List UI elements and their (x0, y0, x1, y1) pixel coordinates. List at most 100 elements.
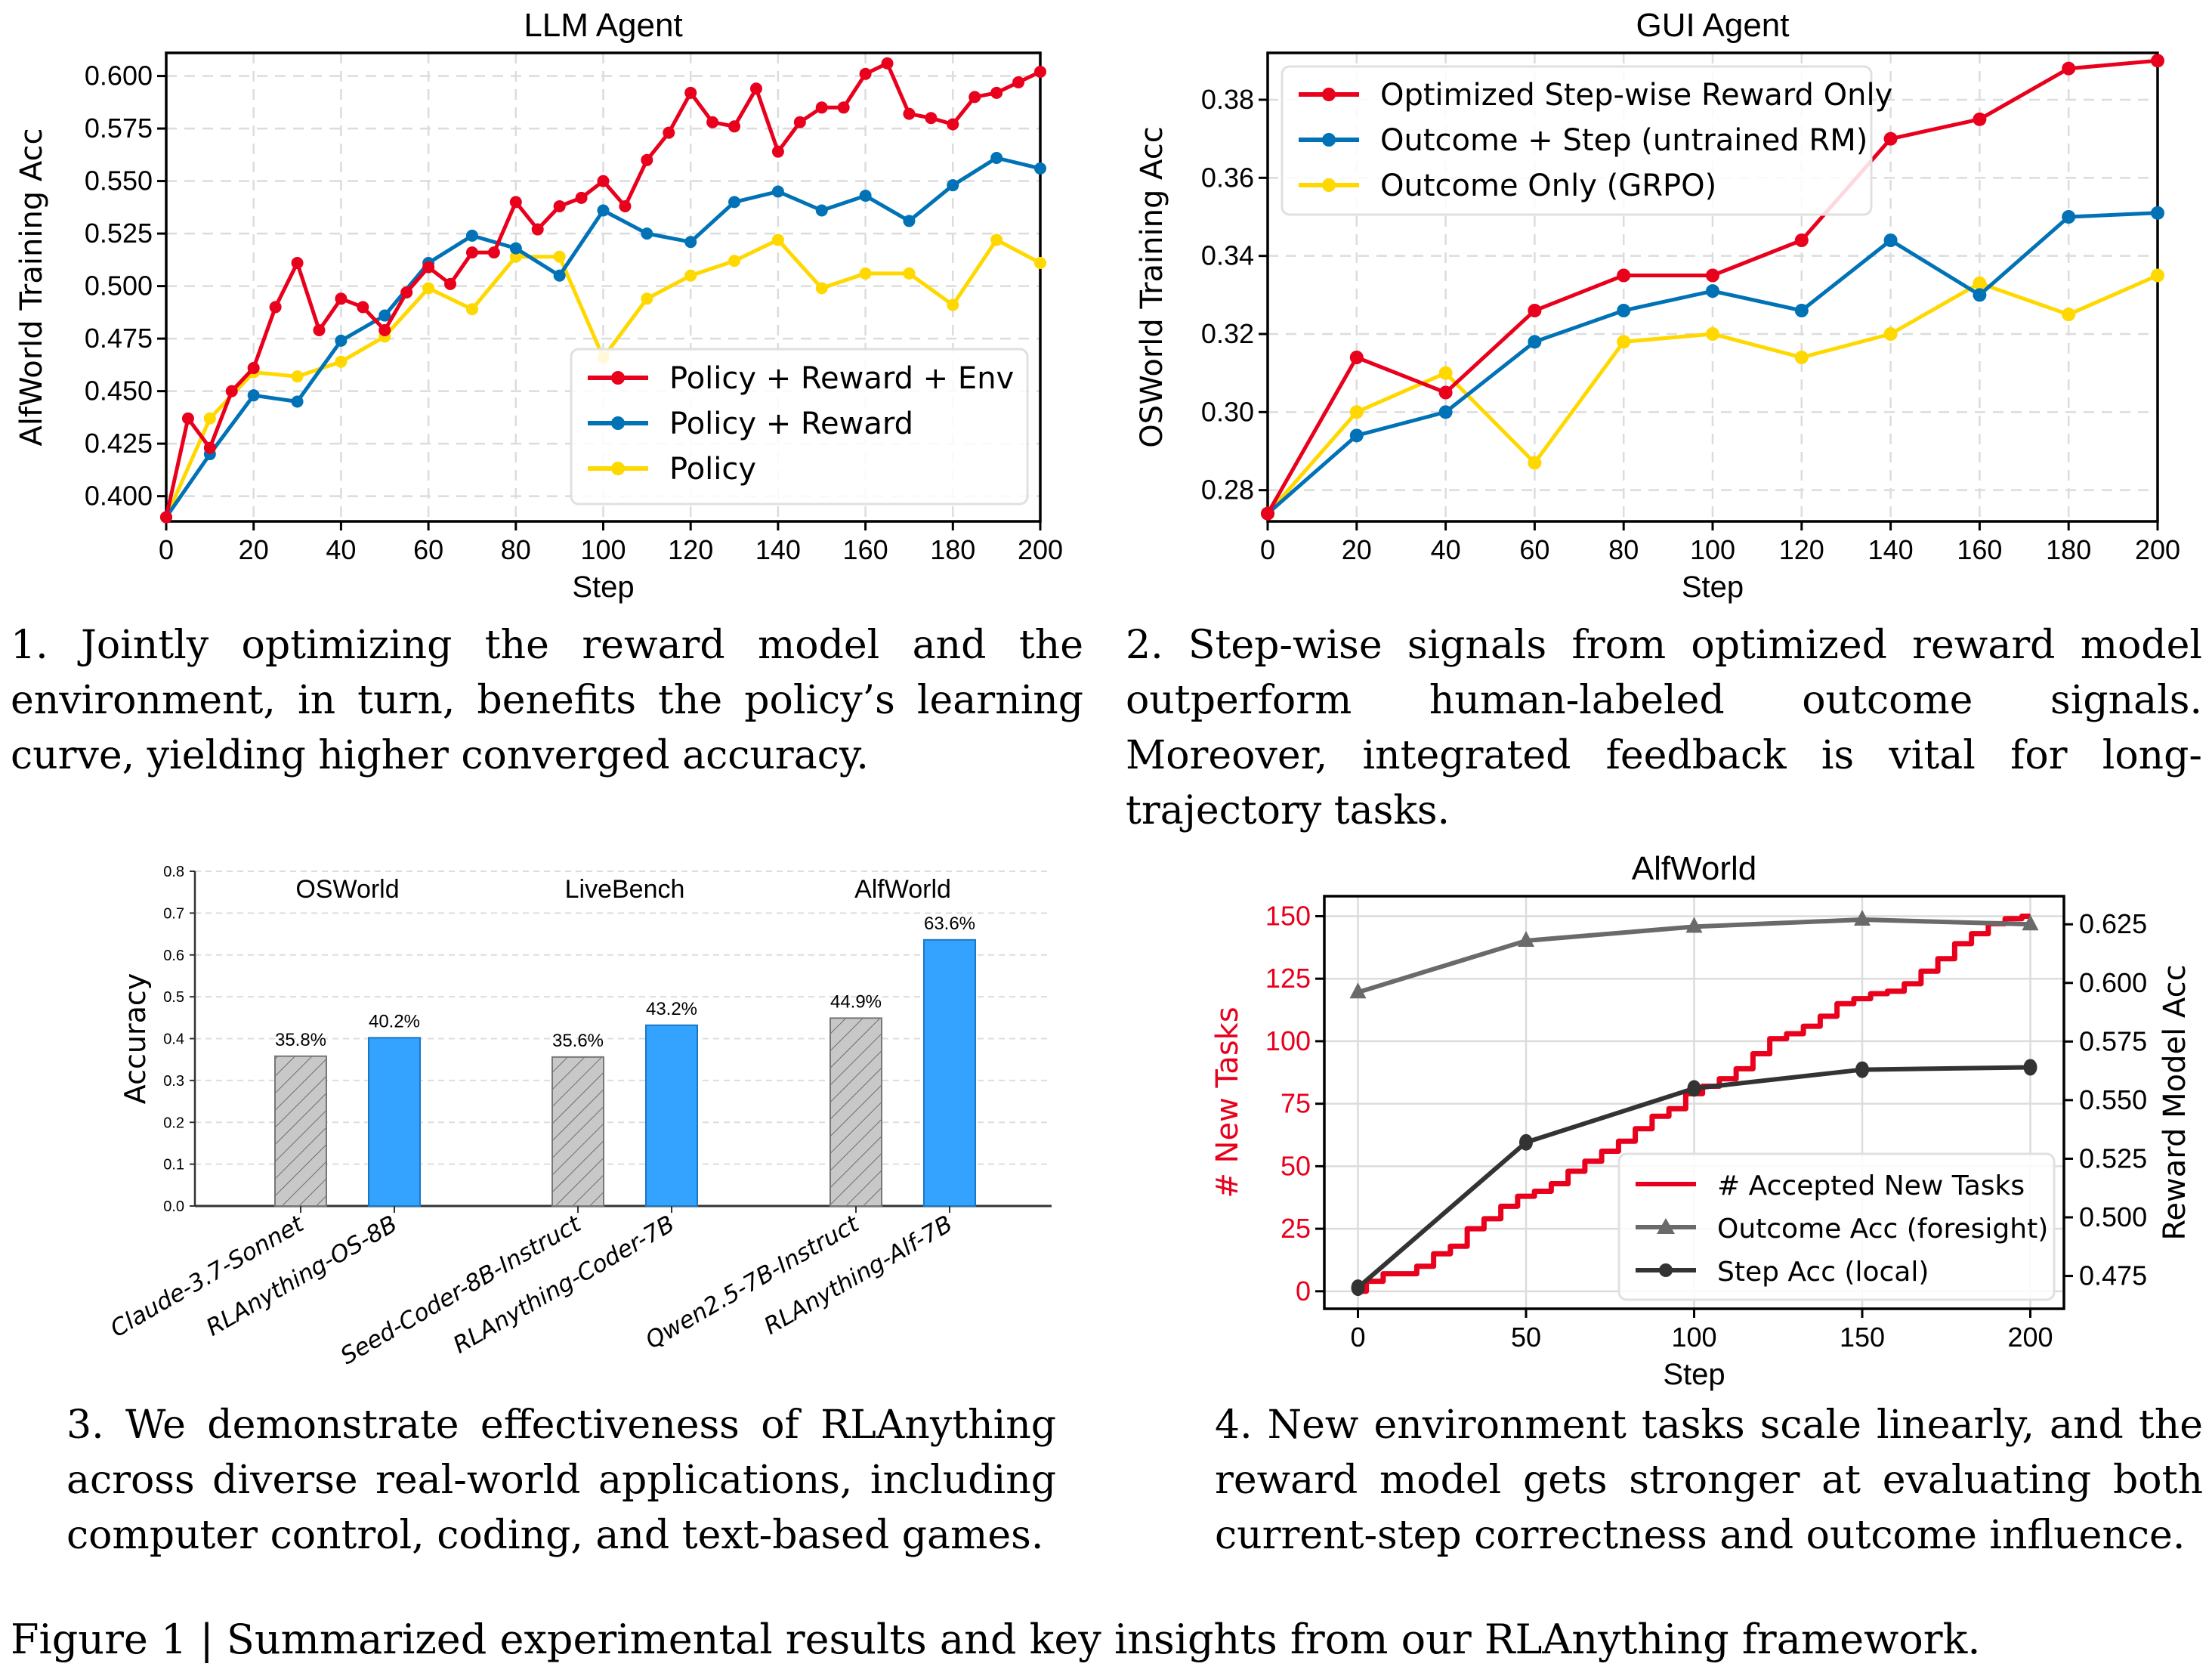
data-point (881, 57, 894, 70)
data-point (509, 250, 522, 263)
legend-label: Policy + Reward + Env (669, 361, 1014, 396)
y-tick-label: 0.34 (1201, 240, 1254, 271)
data-point (1687, 1080, 1701, 1097)
data-point (706, 116, 719, 128)
data-point (335, 292, 348, 305)
x-tick-label: 80 (1608, 534, 1639, 565)
y-tick-label: 0.32 (1201, 318, 1254, 349)
right-y-tick-label: 0.475 (2079, 1260, 2147, 1291)
x-axis-label: Step (1682, 571, 1744, 604)
data-point (465, 246, 478, 259)
data-point (815, 282, 828, 295)
y-tick-label: 0.8 (163, 864, 184, 880)
legend-marker (611, 371, 625, 385)
data-point (1706, 284, 1719, 298)
data-point (684, 86, 697, 99)
y-tick-label: 0.7 (163, 905, 184, 922)
right-y-tick-label: 0.550 (2079, 1084, 2147, 1115)
x-tick-label: 100 (1690, 534, 1735, 565)
y-tick-label: 0.575 (85, 113, 153, 144)
data-point (203, 441, 216, 454)
data-point (400, 286, 413, 298)
data-point (2151, 54, 2164, 68)
data-point (335, 355, 348, 368)
data-point (247, 362, 260, 375)
data-point (1794, 351, 1809, 364)
y-tick-label: 0.30 (1201, 396, 1254, 427)
data-point (1617, 268, 1631, 283)
x-tick-label: 60 (1519, 534, 1549, 565)
right-y-axis-label: Reward Model Acc (2158, 964, 2192, 1240)
x-tick-label: 0 (159, 534, 174, 565)
x-tick-label: 100 (580, 534, 626, 565)
data-point (487, 246, 500, 259)
data-point (2023, 1059, 2037, 1076)
legend-marker (1322, 133, 1336, 147)
data-point (641, 227, 653, 240)
right-y-tick-label: 0.600 (2079, 967, 2147, 998)
y-axis-label: Accuracy (119, 973, 152, 1105)
data-point (247, 389, 260, 402)
x-tick-label: 60 (413, 534, 443, 565)
bar-value-label: 63.6% (924, 914, 975, 934)
data-point (575, 191, 588, 204)
legend-marker (1659, 1263, 1673, 1277)
data-point (1883, 233, 1898, 247)
x-axis-label: Step (572, 571, 634, 604)
data-point (1973, 112, 1987, 126)
data-point (969, 91, 981, 104)
x-tick-label: 100 (1671, 1322, 1716, 1353)
legend-marker (1322, 178, 1336, 192)
data-point (1685, 917, 1703, 933)
panel1-caption: 1. Jointly optimizing the reward model a… (11, 623, 1083, 778)
data-point (1034, 66, 1046, 79)
x-tick-label: 80 (501, 534, 531, 565)
data-point (1349, 982, 1367, 999)
data-point (641, 153, 653, 166)
y-axis-label: # New Tasks (1210, 1007, 1245, 1198)
legend-box (1281, 65, 1873, 216)
y-tick-label: 0.600 (85, 60, 153, 91)
data-point (1349, 351, 1364, 364)
legend-marker (611, 462, 625, 475)
y-tick-label: 0 (1296, 1276, 1311, 1306)
data-point (1349, 428, 1364, 443)
y-tick-label: 0.3 (163, 1073, 184, 1090)
group-label: AlfWorld (854, 875, 951, 904)
data-point (990, 152, 1003, 165)
y-tick-label: 0.450 (85, 376, 153, 407)
data-point (684, 269, 697, 282)
y-axis-label: AlfWorld Training Acc (14, 128, 49, 446)
y-tick-label: 0.550 (85, 165, 153, 196)
legend-marker (1322, 88, 1336, 101)
y-tick-label: 0.5 (163, 989, 184, 1006)
y-tick-label: 50 (1281, 1150, 1311, 1181)
data-point (947, 118, 959, 131)
y-tick-label: 75 (1281, 1088, 1311, 1119)
data-point (1528, 335, 1542, 349)
data-point (2151, 268, 2164, 283)
legend-box (1617, 1152, 2056, 1301)
data-point (1706, 268, 1719, 283)
y-tick-label: 125 (1265, 963, 1311, 994)
data-point (291, 370, 304, 383)
data-point (203, 412, 216, 425)
legend-label: Policy (669, 452, 756, 487)
data-point (990, 233, 1003, 246)
data-point (641, 292, 653, 305)
bar-rlanything-coder-7b (645, 1024, 698, 1208)
data-point (728, 120, 741, 133)
data-point (378, 309, 391, 322)
data-point (815, 101, 828, 114)
panel4-caption: 4. New environment tasks scale linearly,… (1215, 1402, 2203, 1558)
data-point (291, 257, 304, 270)
data-point (1034, 162, 1046, 175)
data-point (925, 112, 938, 125)
legend-label: Outcome Acc (foresight) (1717, 1214, 2048, 1245)
group-label: LiveBench (565, 875, 685, 904)
legend-label: Outcome + Step (untrained RM) (1380, 123, 1868, 158)
x-tick-label: 120 (1779, 534, 1824, 565)
x-tick-label: 200 (2135, 534, 2180, 565)
data-point (465, 229, 478, 242)
